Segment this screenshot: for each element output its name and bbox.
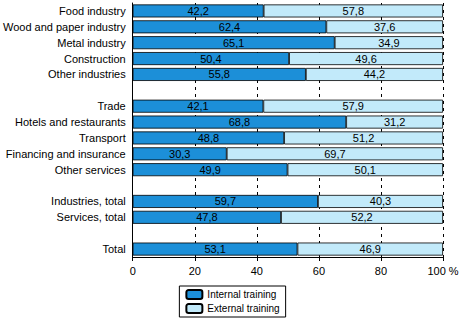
svg-text:37,6: 37,6 [374, 21, 395, 33]
svg-text:External training: External training [207, 303, 279, 314]
svg-text:Total: Total [102, 243, 125, 255]
svg-text:55,8: 55,8 [209, 68, 230, 80]
svg-text:0: 0 [130, 265, 136, 277]
svg-text:Hotels and restaurants: Hotels and restaurants [15, 116, 126, 128]
svg-text:Wood and paper industry: Wood and paper industry [3, 21, 126, 33]
svg-text:50,4: 50,4 [200, 53, 221, 65]
svg-text:57,8: 57,8 [343, 5, 364, 17]
svg-text:Industries, total: Industries, total [51, 195, 126, 207]
svg-text:Other industries: Other industries [48, 68, 126, 80]
svg-text:20: 20 [189, 265, 201, 277]
svg-text:Internal training: Internal training [207, 289, 276, 300]
svg-text:42,1: 42,1 [187, 100, 208, 112]
svg-text:47,8: 47,8 [196, 211, 217, 223]
svg-text:Food industry: Food industry [59, 5, 126, 17]
svg-text:52,2: 52,2 [351, 211, 372, 223]
svg-text:49,6: 49,6 [355, 53, 376, 65]
svg-text:51,2: 51,2 [353, 132, 374, 144]
svg-text:44,2: 44,2 [364, 68, 385, 80]
svg-text:62,4: 62,4 [219, 21, 240, 33]
svg-text:Transport: Transport [79, 132, 126, 144]
svg-text:40,3: 40,3 [370, 195, 391, 207]
svg-text:Metal industry: Metal industry [57, 37, 126, 49]
svg-text:69,7: 69,7 [324, 148, 345, 160]
svg-text:40: 40 [251, 265, 263, 277]
svg-text:Financing and insurance: Financing and insurance [6, 148, 126, 160]
svg-text:Services, total: Services, total [57, 211, 126, 223]
svg-text:49,9: 49,9 [199, 164, 220, 176]
svg-text:68,8: 68,8 [229, 116, 250, 128]
svg-text:100 %: 100 % [427, 265, 458, 277]
svg-text:65,1: 65,1 [223, 37, 244, 49]
svg-text:30,3: 30,3 [169, 148, 190, 160]
svg-text:Construction: Construction [64, 53, 126, 65]
svg-text:46,9: 46,9 [360, 243, 381, 255]
svg-text:Other services: Other services [55, 164, 126, 176]
svg-text:80: 80 [375, 265, 387, 277]
svg-text:34,9: 34,9 [378, 37, 399, 49]
svg-text:50,1: 50,1 [355, 164, 376, 176]
svg-text:60: 60 [313, 265, 325, 277]
svg-text:31,2: 31,2 [384, 116, 405, 128]
svg-text:42,2: 42,2 [187, 5, 208, 17]
svg-text:57,9: 57,9 [342, 100, 363, 112]
svg-text:53,1: 53,1 [204, 243, 225, 255]
svg-text:48,8: 48,8 [198, 132, 219, 144]
svg-text:Trade: Trade [97, 100, 125, 112]
svg-text:59,7: 59,7 [215, 195, 236, 207]
